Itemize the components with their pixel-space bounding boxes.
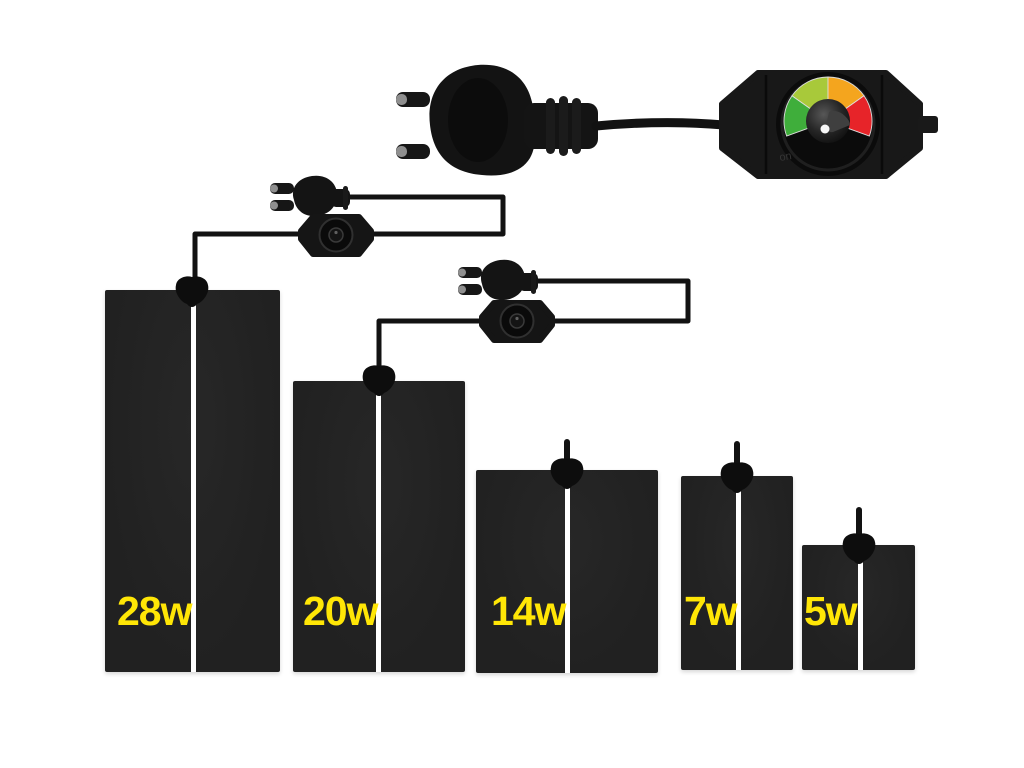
- inline-dimmer-icon-1: [301, 217, 371, 254]
- watt-label-20w: 20w: [303, 588, 378, 634]
- heat-cord-1: [192, 194, 506, 287]
- mat-center-gap: [376, 381, 381, 672]
- heat-mat-20w: [293, 381, 465, 672]
- mat-center-gap: [565, 470, 570, 673]
- watt-label-14w: 14w: [491, 588, 566, 634]
- heat-cord-2: [376, 278, 691, 375]
- watt-label-28w: 28w: [117, 588, 192, 634]
- watt-label-7w: 7w: [684, 588, 738, 634]
- temperature-gauge-icon: [783, 76, 873, 143]
- small-eu-plug-icon-1: [270, 175, 350, 217]
- heat-mat-14w: [476, 470, 658, 673]
- watt-label-5w: 5w: [804, 588, 858, 634]
- small-eu-plug-icon-2: [458, 259, 538, 301]
- mat-connector-icon-5w: [842, 533, 876, 564]
- knob-pointer-icon: [826, 111, 850, 133]
- mat-connector-icon-28w: [175, 276, 209, 307]
- mat-connector-icon-14w: [550, 458, 584, 489]
- mat-connector-icon-20w: [362, 365, 396, 396]
- dimmer-engraving: on: [779, 150, 793, 164]
- large-eu-plug-icon: [396, 64, 598, 176]
- mat-center-gap: [858, 545, 863, 670]
- mat-center-gap: [191, 290, 196, 672]
- knob-indicator-dot: [820, 124, 830, 134]
- inline-dimmer-icon-2: [482, 303, 552, 340]
- thermostat-dimmer-icon: on: [719, 70, 938, 179]
- mat-center-gap: [736, 476, 741, 670]
- large-plug-cord: [591, 118, 729, 131]
- mat-connector-icon-7w: [720, 462, 754, 493]
- heat-mat-28w: [105, 290, 280, 672]
- heat-mat-5w: [802, 545, 915, 670]
- heat-mat-7w: [681, 476, 793, 670]
